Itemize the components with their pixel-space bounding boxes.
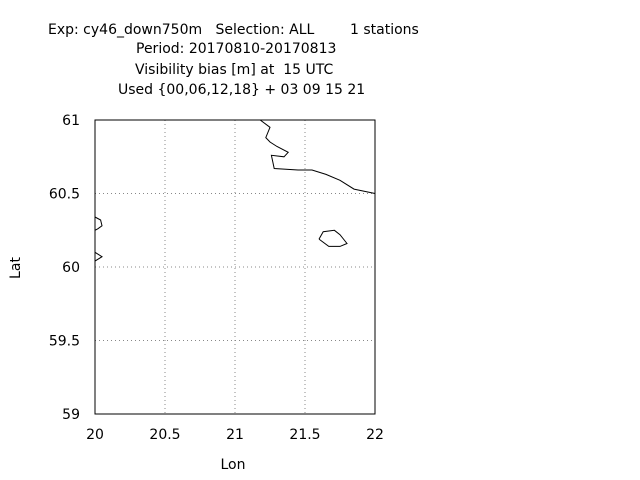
plot-frame — [94, 119, 376, 415]
x-tick-label: 21 — [226, 427, 244, 443]
x-tick-label: 22 — [366, 427, 384, 443]
x-tick-label: 21.5 — [289, 427, 320, 443]
west-coast-upper — [94, 216, 103, 231]
x-tick-label: 20.5 — [149, 427, 180, 443]
y-tick-label: 59.5 — [49, 334, 80, 350]
title-station-count: 1 stations — [350, 22, 419, 38]
grid-lines — [95, 120, 375, 414]
title-variable: Visibility bias [m] at 15 UTC — [135, 62, 334, 78]
coastlines — [94, 119, 376, 262]
y-axis-label: Lat — [8, 257, 24, 279]
west-coast-lower — [94, 251, 103, 262]
y-tick-label: 61 — [62, 113, 80, 129]
x-axis-label: Lon — [221, 457, 246, 473]
y-tick-label: 59 — [62, 407, 80, 423]
title-period: Period: 20170810-20170813 — [136, 41, 337, 57]
mainland-coast — [259, 119, 376, 194]
y-tick-label: 60 — [62, 260, 80, 276]
x-tick-label: 20 — [86, 427, 104, 443]
title-used-hours: Used {00,06,12,18} + 03 09 15 21 — [118, 82, 366, 98]
tick-labels: 20 20.5 21 21.5 22 59 59.5 60 60.5 61 — [49, 113, 384, 443]
y-tick-label: 60.5 — [49, 187, 80, 203]
island — [318, 229, 348, 247]
title-experiment: Exp: cy46_down750m Selection: ALL — [48, 22, 315, 38]
